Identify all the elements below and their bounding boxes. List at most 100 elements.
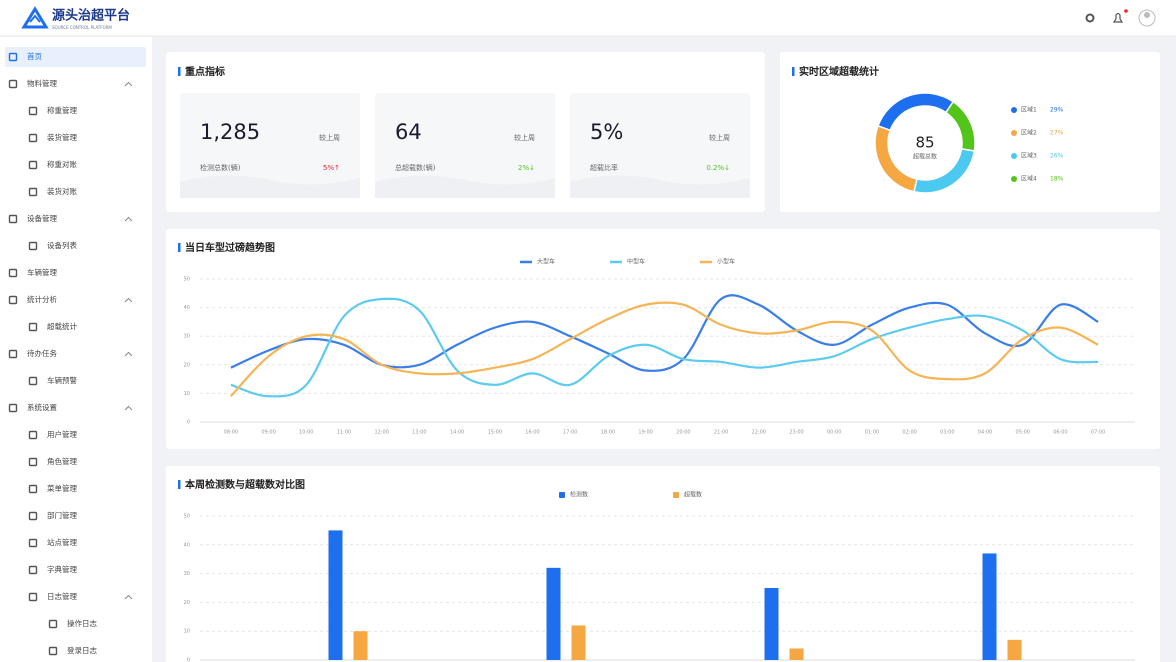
menu-item[interactable]: 操作日志	[67, 618, 97, 628]
menu-active-bg	[5, 47, 146, 67]
kpi-wave	[180, 175, 360, 198]
legend-label: 区域3	[1021, 152, 1037, 160]
menu-item[interactable]: 设备列表	[47, 240, 77, 250]
x-tick-label: 12:00	[374, 430, 388, 436]
kpi-value: 64	[395, 120, 422, 144]
legend-label: 大型车	[537, 258, 555, 266]
menu-item[interactable]: 设备管理	[27, 213, 57, 223]
x-tick-label: 22:00	[752, 430, 766, 436]
legend-swatch	[559, 492, 565, 498]
app-subtitle: SOURCE CONTROL PLATFORM	[52, 25, 112, 30]
menu-item[interactable]: 装货对账	[47, 186, 77, 196]
x-tick-label: 18:00	[601, 430, 615, 436]
kpi-wave	[570, 175, 750, 198]
menu-icon	[28, 160, 38, 170]
y-tick-label: 10	[184, 391, 190, 397]
x-tick-label: 13:00	[412, 430, 426, 436]
kpi-box	[375, 93, 555, 198]
menu-item[interactable]: 超载统计	[47, 321, 77, 331]
x-tick-label: 14:00	[450, 430, 464, 436]
y-tick-label: 30	[184, 334, 190, 340]
menu-item[interactable]: 车辆管理	[27, 267, 57, 277]
menu-item[interactable]: 统计分析	[27, 294, 57, 304]
menu-item[interactable]: 车辆预警	[47, 375, 77, 385]
legend-value: 26%	[1050, 153, 1064, 160]
y-tick-label: 40	[184, 542, 190, 548]
x-tick-label: 23:00	[789, 430, 803, 436]
menu-icon	[8, 349, 18, 359]
menu-icon	[28, 187, 38, 197]
menu-item[interactable]: 首页	[27, 51, 42, 61]
x-tick-label: 16:00	[525, 430, 539, 436]
menu-chevron	[124, 297, 133, 303]
legend-label: 区域4	[1021, 175, 1037, 183]
menu-icon	[8, 268, 18, 278]
donut-segment	[874, 124, 918, 193]
kpi-box	[180, 93, 360, 198]
menu-item[interactable]: 字典管理	[47, 564, 77, 574]
kpi-box	[570, 93, 750, 198]
menu-chevron	[124, 594, 133, 600]
y-tick-label: 40	[184, 305, 190, 311]
menu-item[interactable]: 物料管理	[27, 78, 57, 88]
x-tick-label: 11:00	[337, 430, 351, 436]
title-marker	[178, 480, 181, 489]
menu-item[interactable]: 日志管理	[47, 591, 77, 601]
kpi-compare: 较上周	[514, 133, 535, 142]
bar	[764, 588, 779, 660]
menu-icon	[28, 241, 38, 251]
menu-item[interactable]: 称重管理	[47, 105, 77, 115]
menu-item[interactable]: 系统设置	[27, 402, 57, 412]
menu-icon	[28, 565, 38, 575]
line-series	[230, 301, 1099, 398]
bar	[982, 553, 997, 660]
menu-chevron	[124, 351, 133, 357]
x-tick-label: 17:00	[563, 430, 577, 436]
menu-item[interactable]: 待办任务	[27, 348, 57, 358]
menu-item[interactable]: 部门管理	[47, 510, 77, 520]
header	[0, 0, 1176, 36]
donut-total-label: 超载总数	[913, 153, 937, 161]
menu-item[interactable]: 登录日志	[67, 645, 97, 655]
logo-mark	[29, 14, 41, 23]
menu-chevron	[124, 405, 133, 411]
menu-item[interactable]: 称重对账	[47, 159, 77, 169]
menu-item[interactable]: 用户管理	[47, 429, 77, 439]
menu-item[interactable]: 装货管理	[47, 132, 77, 142]
menu-icon	[28, 133, 38, 143]
bar	[328, 530, 343, 660]
settings-icon[interactable]	[1085, 13, 1095, 23]
notification-icon[interactable]	[1112, 12, 1124, 23]
y-tick-label: 20	[184, 600, 190, 606]
y-tick-label: 0	[187, 420, 190, 426]
legend-dot	[1011, 153, 1017, 159]
kpi-label: 超载比率	[590, 163, 618, 172]
menu-icon	[8, 403, 18, 413]
menu-icon	[28, 430, 38, 440]
kpi-change: 5%↑	[323, 164, 340, 172]
line-series	[230, 297, 1099, 398]
title-marker	[178, 243, 181, 252]
card-title: 当日车型过磅趋势图	[185, 241, 275, 254]
menu-item[interactable]: 角色管理	[47, 456, 77, 466]
bar	[1007, 639, 1022, 660]
legend-swatch	[673, 492, 679, 498]
menu-icon	[28, 376, 38, 386]
legend-value: 29%	[1050, 107, 1064, 114]
bar	[571, 625, 586, 660]
y-tick-label: 0	[187, 658, 190, 662]
menu-icon	[28, 484, 38, 494]
legend-label: 区域2	[1021, 129, 1037, 137]
logo	[21, 6, 49, 29]
x-tick-label: 02:00	[902, 430, 916, 436]
x-tick-label: 20:00	[676, 430, 690, 436]
legend-label: 超载数	[684, 491, 702, 499]
menu-item[interactable]: 站点管理	[47, 537, 77, 547]
kpi-value: 1,285	[200, 120, 260, 144]
menu-icon	[8, 214, 18, 224]
legend-label: 区域1	[1021, 106, 1037, 114]
menu-item[interactable]: 菜单管理	[47, 483, 77, 493]
menu-icon	[48, 646, 58, 656]
kpi-compare: 较上周	[319, 133, 340, 142]
